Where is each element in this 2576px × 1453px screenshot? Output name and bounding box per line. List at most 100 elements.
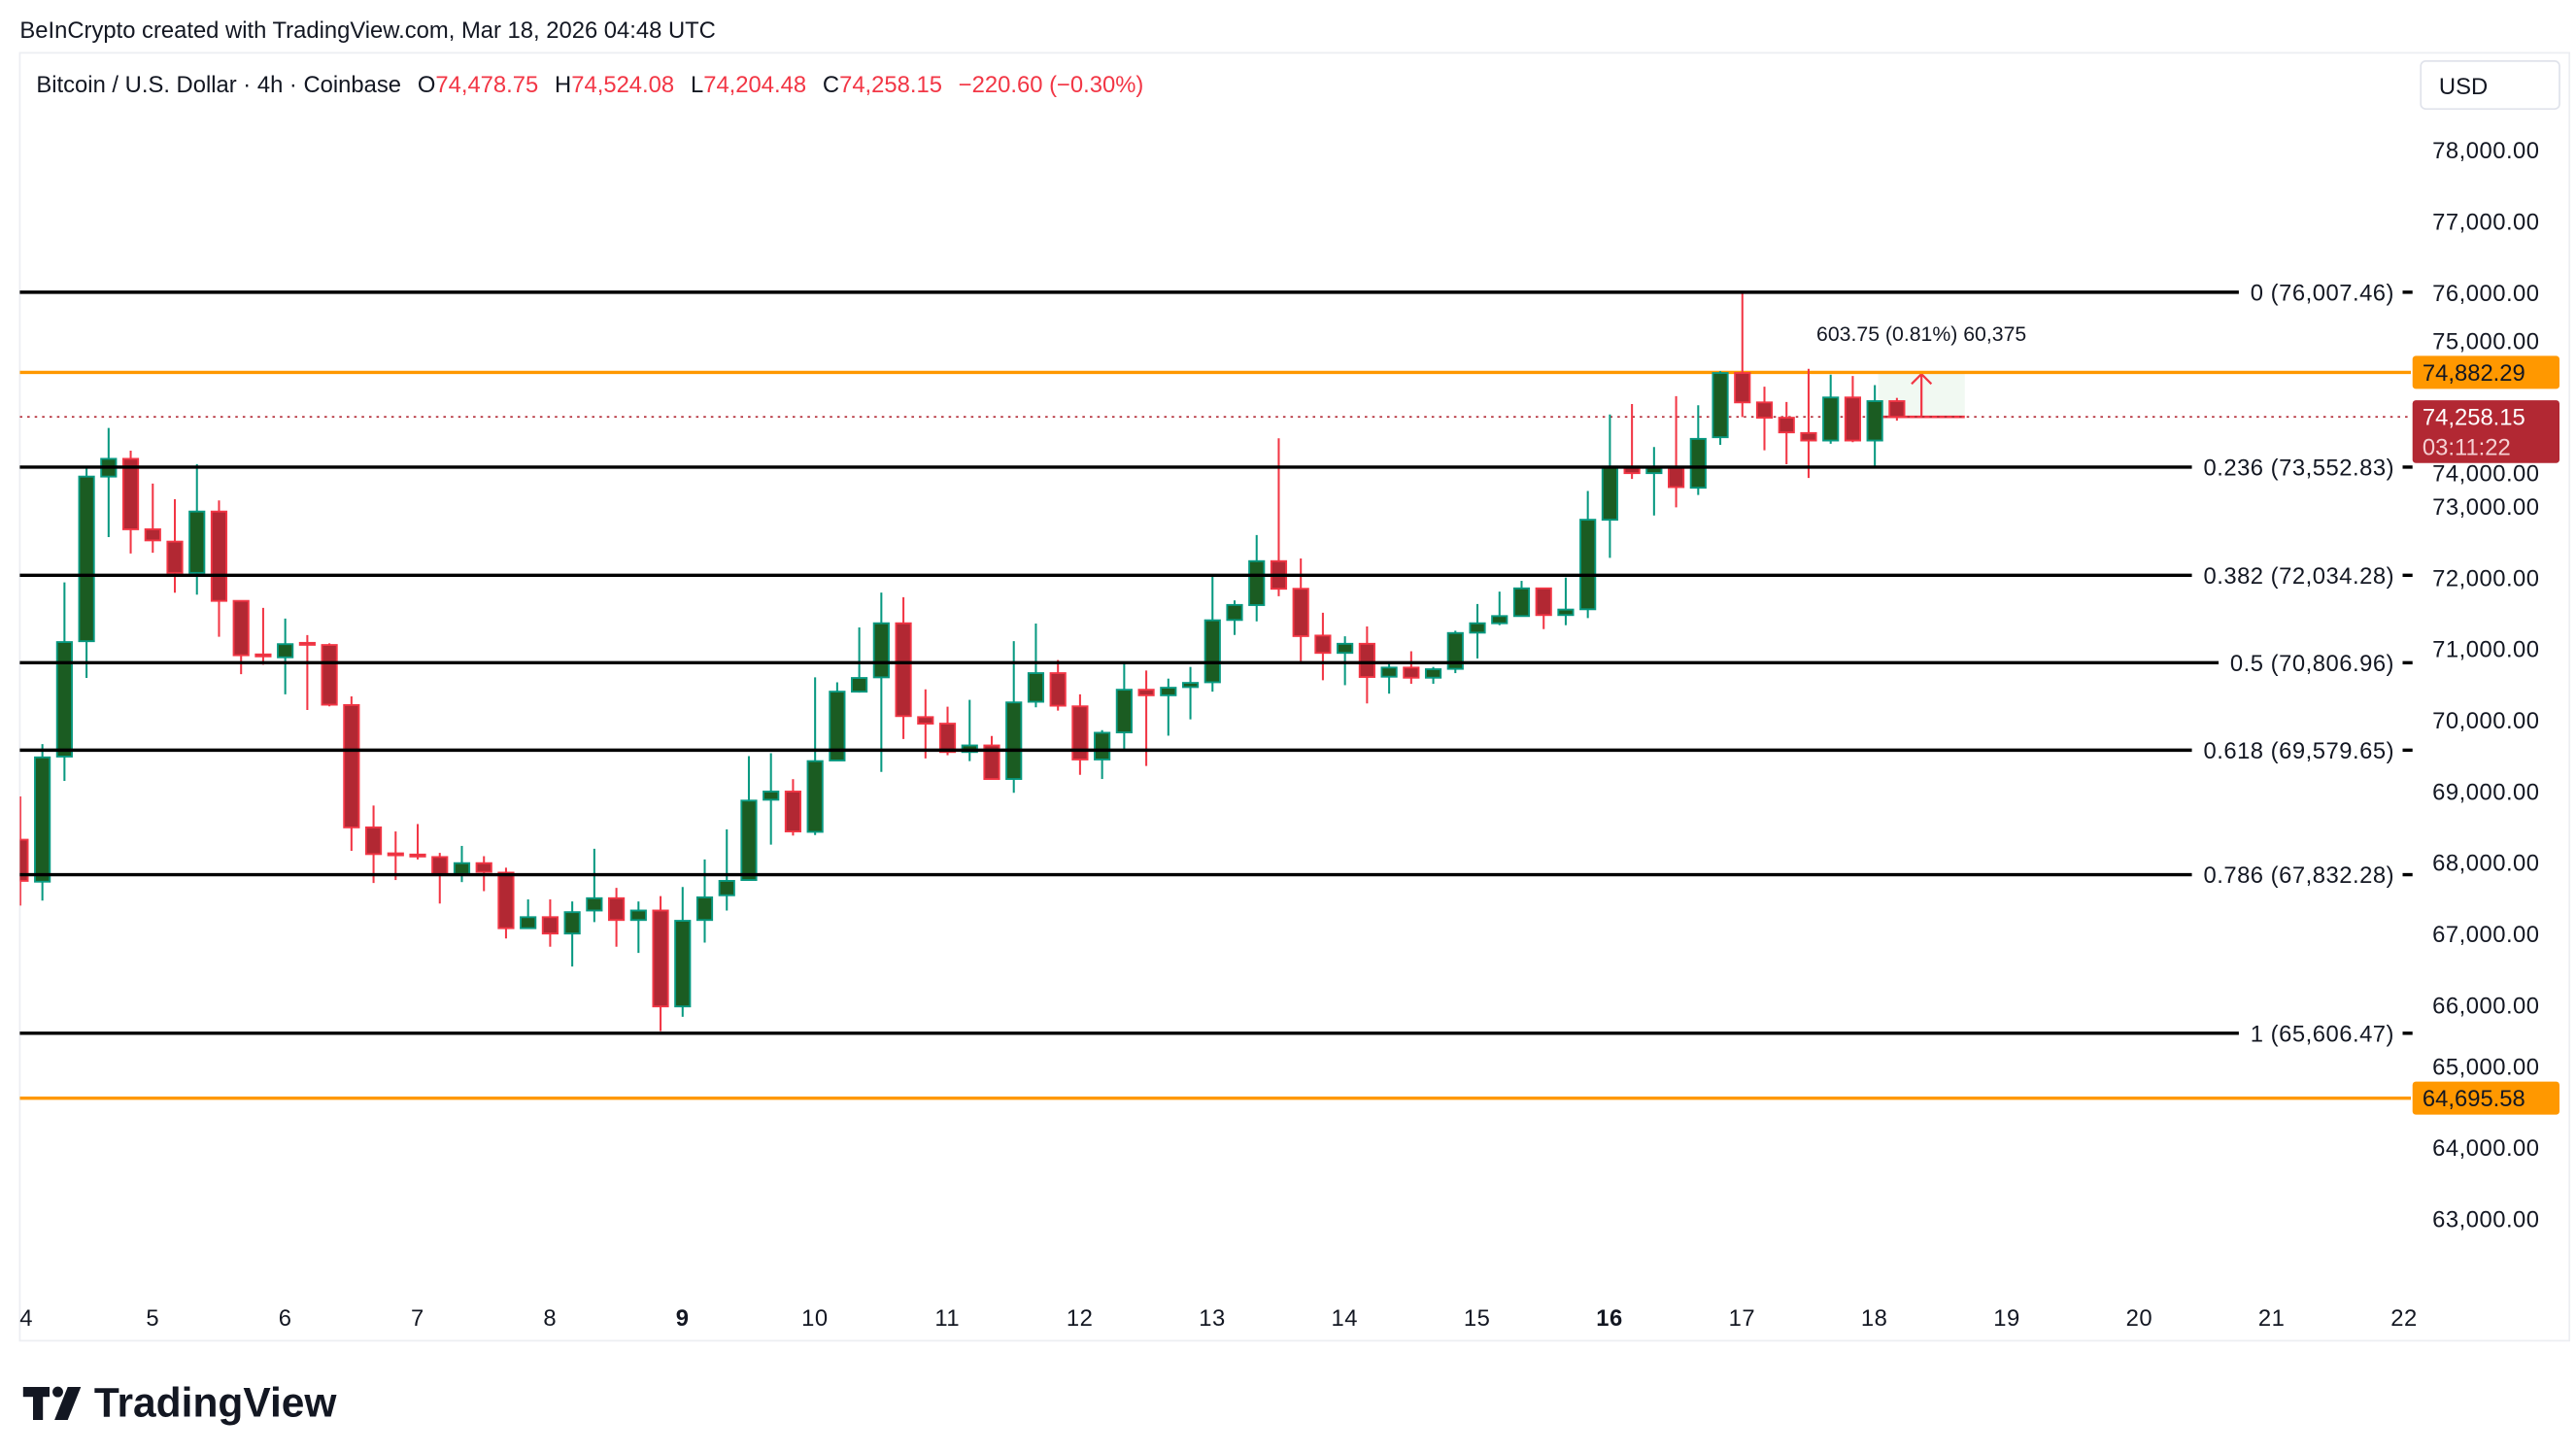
candle-down (19, 796, 29, 906)
candle-body (210, 510, 228, 602)
candle-up (563, 901, 581, 967)
time-axis-label: 4 (19, 1305, 33, 1332)
candle-up (1712, 371, 1729, 445)
candle-body (232, 599, 250, 657)
horizontal-level-price-text: 64,695.58 (2423, 1086, 2525, 1112)
candle-body (1005, 701, 1023, 780)
candle-body (1601, 465, 1618, 522)
candle-body (1512, 587, 1531, 618)
candle-body (343, 703, 360, 828)
candle-body (1712, 372, 1729, 439)
low-label: L (691, 72, 703, 98)
candle-body (144, 528, 161, 542)
candle-body (1800, 431, 1817, 442)
candle-down (938, 706, 957, 756)
time-axis-label: 16 (1596, 1305, 1623, 1332)
candle-down (1535, 587, 1552, 629)
time-axis-label: 9 (676, 1305, 690, 1332)
price-axis-label: 68,000.00 (2432, 851, 2539, 877)
fib-level: 0 (76,007.46) (19, 280, 2413, 306)
candle-body (1667, 466, 1685, 489)
candle-body (851, 677, 868, 693)
price-axis-label: 72,000.00 (2432, 565, 2539, 591)
time-axis-label: 6 (279, 1305, 292, 1332)
candle-up (1424, 666, 1442, 685)
plot-area[interactable]: 78,000.00 77,000.00 76,000.00 75,000.00 74,0… (13, 138, 2559, 1332)
candle-body (1115, 689, 1133, 734)
candle-body (1337, 642, 1354, 655)
price-axis-label: 70,000.00 (2432, 708, 2539, 734)
currency-button[interactable]: USD (2420, 60, 2560, 111)
candle-body (1689, 437, 1707, 490)
candle-body (34, 756, 51, 883)
candle-up (1689, 405, 1707, 495)
candle-body (431, 856, 449, 875)
candle-body (1094, 731, 1111, 760)
candle-down (1358, 626, 1375, 704)
candle-body (1866, 400, 1883, 442)
candle-down (1734, 291, 1751, 418)
candle-down (1071, 693, 1089, 775)
candle-body (1403, 666, 1420, 679)
candle-body (763, 791, 780, 801)
candle-down (298, 634, 316, 711)
candle-body (1314, 634, 1332, 655)
high-label: H (555, 72, 571, 98)
chart-panel (18, 51, 2571, 1342)
time-axis-label: 14 (1332, 1305, 1359, 1332)
horizontal-level-price-label: 74,882.29 (2412, 355, 2559, 389)
symbol-title: Bitcoin / U.S. Dollar · 4h · Coinbase (36, 72, 401, 98)
candle-body (1491, 615, 1508, 625)
fib-level: 0.5 (70,806.96) (19, 651, 2413, 677)
candle-body (1469, 622, 1486, 634)
candle-up (740, 756, 758, 882)
low-value: 74,204.48 (703, 72, 806, 98)
price-axis-label: 69,000.00 (2432, 779, 2539, 805)
candle-up (1203, 575, 1221, 693)
candle-down (1888, 397, 1906, 422)
fib-level-label: 0 (76,007.46) (2251, 280, 2394, 306)
time-axis-label: 17 (1729, 1305, 1756, 1332)
candle-body (917, 716, 934, 725)
candle-down (497, 867, 515, 939)
fib-level-label: 0.618 (69,579.65) (2203, 738, 2394, 764)
candle-body (608, 896, 626, 922)
time-axis-label: 15 (1464, 1305, 1491, 1332)
candle-up (1337, 636, 1354, 686)
candle-body (541, 916, 559, 935)
time-axis: 4 5 6 7 8 9 10 11 12 13 14 15 16 17 18 19 20 21 22 (19, 1305, 2417, 1332)
price-axis-label: 65,000.00 (2432, 1055, 2539, 1081)
candle-up (1557, 577, 1575, 625)
plot-content: 603.75 (0.81%) 60,375 (19, 291, 2411, 1100)
candle-down (144, 483, 161, 554)
candle-body (55, 641, 73, 758)
price-axis-label: 73,000.00 (2432, 494, 2539, 521)
candle-down (784, 779, 802, 836)
time-axis-label: 12 (1067, 1305, 1094, 1332)
candle-body (740, 799, 758, 882)
open-label: O (418, 72, 436, 98)
candle-body (188, 510, 206, 574)
price-axis-label: 66,000.00 (2432, 993, 2539, 1019)
candle-up (34, 744, 51, 901)
candle-body (1424, 668, 1442, 679)
candle-body (254, 653, 272, 658)
fib-level: 0.236 (73,552.83) (19, 455, 2413, 481)
candle-up (1181, 666, 1200, 720)
close-value: 74,258.15 (839, 72, 942, 98)
candle-body (652, 909, 669, 1008)
candle-up (520, 899, 537, 929)
candle-down (608, 888, 626, 947)
horizontal-level-price-box (2412, 355, 2559, 389)
time-axis-label: 20 (2126, 1305, 2153, 1332)
candle-down (409, 824, 426, 860)
candle-body (1226, 603, 1243, 622)
candle-up (1115, 661, 1133, 750)
candle-body (938, 723, 957, 754)
price-axis-label: 71,000.00 (2432, 637, 2539, 663)
price-axis-label: 77,000.00 (2432, 210, 2539, 236)
candle-down (254, 607, 272, 665)
fib-level: 1 (65,606.47) (19, 1021, 2413, 1047)
candle-down (917, 689, 934, 759)
